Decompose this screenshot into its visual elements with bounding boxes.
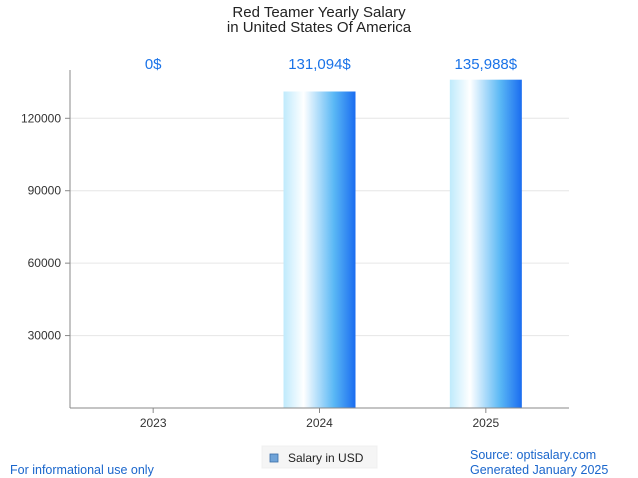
chart-subtitle: in United States Of America [227,19,412,36]
legend[interactable]: Salary in USD [261,445,378,469]
footer-generated: Generated January 2025 [470,463,608,477]
legend-swatch-icon [269,453,279,463]
data-labels: 0$ 131,094$ 135,988$ [145,56,518,73]
bar-2024[interactable] [283,91,356,409]
data-label-2025: 135,988$ [455,56,518,73]
y-tick-label: 30000 [28,329,62,343]
footer-source[interactable]: Source: optisalary.com [470,448,596,462]
bars [283,79,522,409]
legend-label: Salary in USD [288,451,364,465]
x-tick-label-2025: 2025 [472,416,499,430]
y-tick-label: 120000 [21,111,61,125]
x-tick-label-2024: 2024 [306,416,333,430]
y-tick-label: 90000 [28,184,62,198]
data-label-2023: 0$ [145,56,162,73]
legend-box [261,445,378,469]
bar-2025[interactable] [449,79,522,409]
chart-title: Red Teamer Yearly Salary [232,4,406,21]
y-tick-label: 60000 [28,256,62,270]
x-tick-label-2023: 2023 [140,416,167,430]
footer-disclaimer: For informational use only [10,463,155,477]
x-axis-ticks: 2023 2024 2025 [140,408,500,430]
data-label-2024: 131,094$ [288,56,351,73]
y-axis-ticks: 30000 60000 90000 120000 [21,111,70,343]
